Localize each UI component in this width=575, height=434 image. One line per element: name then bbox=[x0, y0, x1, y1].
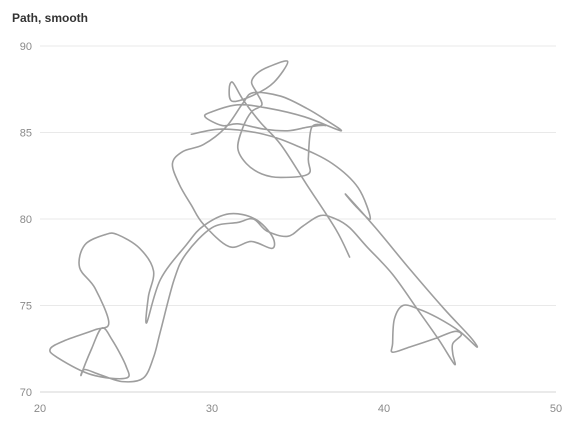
x-tick-label-40: 40 bbox=[378, 403, 390, 415]
y-tick-label-70: 70 bbox=[20, 387, 32, 399]
grid-layer bbox=[40, 46, 556, 392]
y-tick-label-90: 90 bbox=[20, 41, 32, 53]
y-tick-label-75: 75 bbox=[20, 301, 32, 313]
series-path-0 bbox=[50, 61, 478, 382]
series-layer bbox=[50, 61, 478, 382]
x-tick-label-30: 30 bbox=[206, 403, 218, 415]
y-tick-label-85: 85 bbox=[20, 128, 32, 140]
tick-layer: 70 75 80 85 90 20 30 40 50 bbox=[20, 41, 562, 415]
y-tick-label-80: 80 bbox=[20, 214, 32, 226]
x-tick-label-20: 20 bbox=[34, 403, 46, 415]
x-tick-label-50: 50 bbox=[550, 403, 562, 415]
